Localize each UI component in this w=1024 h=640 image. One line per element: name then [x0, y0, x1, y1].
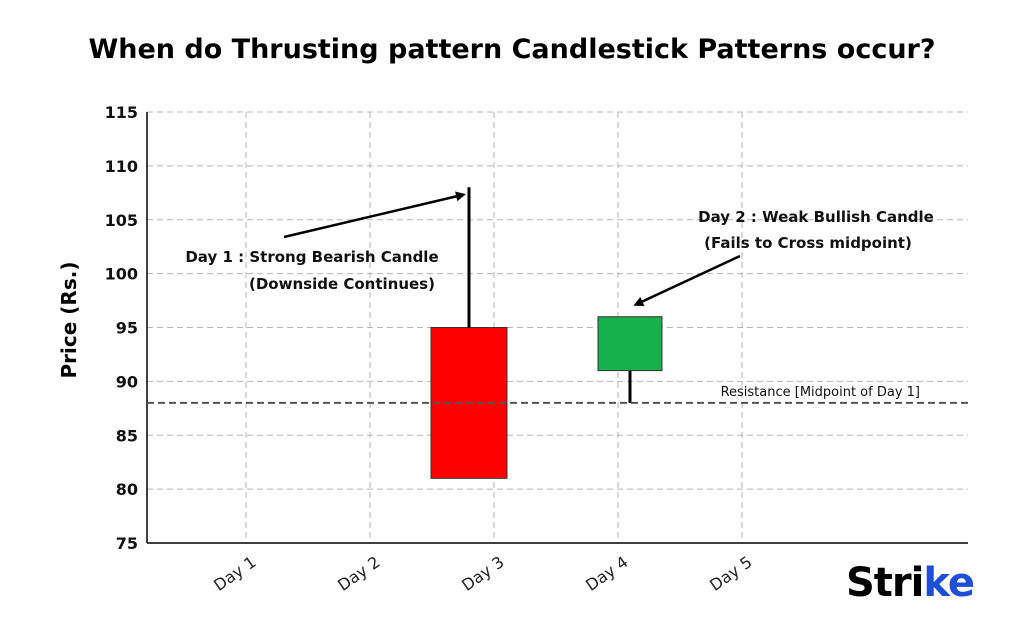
annotation-day2-line2: (Fails to Cross midpoint) — [704, 234, 912, 252]
y-tick-labels: 75 80 85 90 95 100 105 110 115 — [105, 103, 138, 553]
y-tick-label: 90 — [116, 372, 138, 391]
logo-text-tail: ke — [923, 560, 975, 606]
x-tick-label: Day 2 — [334, 552, 383, 594]
annotation-day1-arrow — [283, 191, 466, 239]
x-tick-label: Day 4 — [582, 552, 631, 594]
x-tick-label: Day 3 — [458, 552, 507, 594]
grid-lines — [147, 111, 968, 543]
y-tick-label: 85 — [116, 426, 138, 445]
y-tick-label: 110 — [105, 157, 138, 176]
y-tick-label: 105 — [105, 211, 138, 230]
annotations: Resistance [Midpoint of Day 1] Day 1 : St… — [147, 191, 968, 404]
y-tick-label: 100 — [105, 265, 138, 284]
x-tick-labels: Day 1 Day 2 Day 3 Day 4 Day 5 — [210, 552, 755, 594]
candle-body — [597, 316, 663, 372]
y-tick-label: 115 — [105, 103, 138, 122]
y-tick-label: 95 — [116, 319, 138, 338]
resistance-label: Resistance [Midpoint of Day 1] — [721, 385, 920, 400]
strike-logo: Strike — [846, 560, 975, 610]
y-axis-label: Price (Rs.) — [57, 262, 81, 379]
y-tick-label: 75 — [116, 534, 138, 553]
annotation-day2-arrow — [633, 254, 741, 306]
candles — [430, 187, 663, 479]
axes — [146, 112, 968, 544]
annotation-day1-line2: (Downside Continues) — [249, 275, 435, 293]
x-tick-label: Day 1 — [210, 552, 259, 594]
y-tick-label: 80 — [116, 480, 138, 499]
annotation-day1-line1: Day 1 : Strong Bearish Candle — [185, 248, 438, 266]
annotation-day2-line1: Day 2 : Weak Bullish Candle — [698, 208, 934, 226]
logo-text: Stri — [846, 560, 924, 606]
chart-title: When do Thrusting pattern Candlestick Pa… — [88, 34, 936, 65]
x-tick-label: Day 5 — [706, 552, 755, 594]
